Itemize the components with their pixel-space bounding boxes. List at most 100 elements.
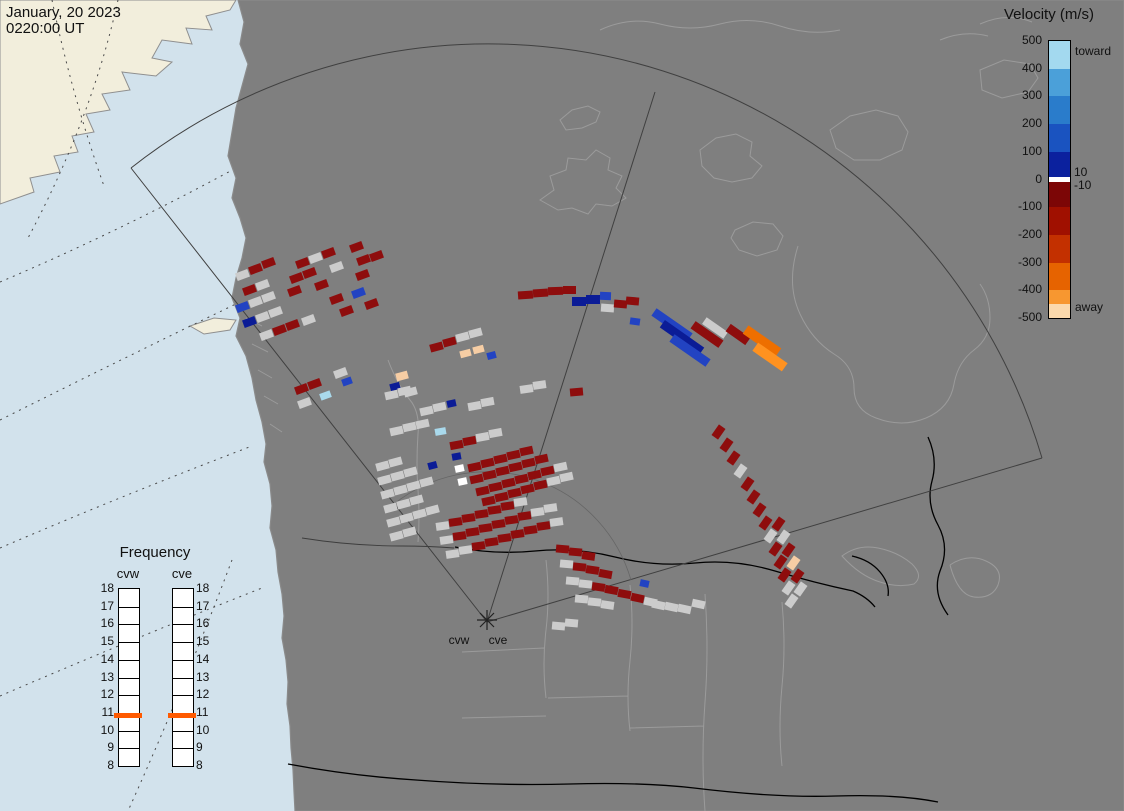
scatter-cell	[307, 378, 322, 390]
scatter-cell	[519, 384, 534, 394]
colorbar-tick-label: -300	[1017, 254, 1042, 269]
frequency-tick-label: 12	[100, 687, 114, 702]
scatter-cell	[467, 461, 482, 473]
scatter-cell	[261, 257, 276, 269]
colorbar-tick-label: 100	[1021, 143, 1042, 158]
scatter-cell	[393, 484, 408, 496]
scatter-cell	[425, 504, 440, 516]
scatter-cell	[725, 323, 751, 346]
scatter-cell	[555, 544, 570, 554]
scatter-cell	[740, 476, 755, 492]
scatter-cell	[553, 461, 568, 473]
frequency-column-label: cvw	[116, 566, 140, 581]
scatter-cell	[380, 488, 395, 500]
scatter-cell	[351, 287, 366, 299]
scatter-cell	[563, 286, 576, 294]
colorbar-tick-label: -200	[1017, 226, 1042, 241]
frequency-ladder-rung	[119, 712, 139, 714]
scatter-cell	[439, 535, 454, 545]
scatter-cell	[409, 494, 424, 506]
scatter-cell	[746, 489, 761, 505]
scatter-cell	[711, 424, 726, 440]
scatter-cell	[402, 421, 417, 433]
frequency-tick-label: 15	[196, 634, 210, 649]
scatter-cell	[319, 390, 332, 401]
arctic-coast-landmass	[0, 0, 237, 205]
scatter-cell	[449, 439, 464, 451]
frequency-tick-label: 12	[196, 687, 210, 702]
frequency-tick-label: 10	[196, 722, 210, 737]
scatter-cell	[448, 517, 463, 527]
scatter-cell	[369, 250, 384, 262]
scatter-cell	[272, 324, 287, 336]
scatter-cell	[574, 594, 589, 604]
scatter-cell	[475, 485, 490, 497]
scatter-cell	[585, 565, 600, 575]
scatter-cell	[508, 461, 523, 473]
scatter-cell	[435, 521, 450, 531]
scatter-cell	[491, 519, 506, 529]
scatter-cell	[664, 601, 679, 613]
scatter-cell	[427, 460, 438, 471]
scatter-cell	[301, 314, 316, 326]
scatter-cell	[521, 457, 536, 469]
frequency-ladder-rung	[173, 659, 193, 661]
scatter-cell	[452, 531, 467, 541]
scatter-cell	[564, 618, 579, 628]
scatter-cell	[733, 463, 748, 479]
scatter-cell	[546, 475, 561, 487]
frequency-tick-label: 18	[100, 581, 114, 595]
frequency-tick-label: 16	[100, 616, 114, 631]
scatter-cell	[540, 465, 555, 477]
scatter-cell	[501, 477, 516, 489]
scatter-cell	[465, 527, 480, 537]
scatter-cell	[467, 400, 482, 412]
province-state-borders	[387, 359, 785, 811]
frequency-ladder-rung	[119, 730, 139, 732]
scatter-cell	[419, 405, 434, 417]
scatter-cell	[771, 516, 786, 532]
scatter-cell	[527, 469, 542, 481]
scatter-cell	[572, 562, 587, 572]
scatter-cell	[523, 525, 538, 535]
scatter-cell	[651, 599, 666, 611]
scatter-cell	[461, 513, 476, 523]
scatter-cell	[429, 341, 444, 353]
scatter-cell	[781, 580, 796, 596]
scatter-cell	[412, 508, 427, 520]
scatter-cell	[259, 329, 274, 341]
scatter-cell	[758, 515, 773, 531]
scatter-cell	[532, 288, 549, 298]
scatter-cell	[551, 621, 566, 631]
scatter-cell	[235, 301, 250, 313]
scatter-cell	[559, 559, 574, 569]
frequency-ladder	[172, 588, 194, 767]
scatter-cell	[329, 293, 344, 305]
scatter-cell	[784, 593, 799, 609]
scatter-cell	[520, 483, 535, 495]
colorbar-tick-label: -500	[1017, 310, 1042, 324]
scatter-cell	[504, 515, 519, 525]
southern-border	[287, 763, 939, 803]
colorbar-tick-label: -100	[1017, 199, 1042, 214]
scatter-cell	[726, 450, 741, 466]
scatter-cell	[242, 316, 257, 328]
frequency-ladder-rung	[173, 606, 193, 608]
scatter-cell	[587, 597, 602, 607]
frequency-ladder-rung	[119, 748, 139, 750]
colorbar-tick-label: 500	[1021, 33, 1042, 47]
scatter-cell	[510, 529, 525, 539]
scatter-cell	[377, 474, 392, 486]
scatter-cell	[268, 306, 283, 318]
scatter-cell	[341, 376, 353, 387]
colorbar-segment	[1049, 124, 1070, 152]
frequency-tick-label: 14	[100, 651, 114, 666]
frequency-tick-label: 9	[107, 740, 114, 755]
frequency-tick-label: 15	[100, 634, 114, 649]
scatter-cell	[547, 286, 564, 296]
scatter-cell	[459, 348, 472, 359]
colorbar-tick-label: -400	[1017, 282, 1042, 297]
scatter-cell	[559, 471, 574, 483]
great-lakes-outlines	[841, 546, 1000, 598]
